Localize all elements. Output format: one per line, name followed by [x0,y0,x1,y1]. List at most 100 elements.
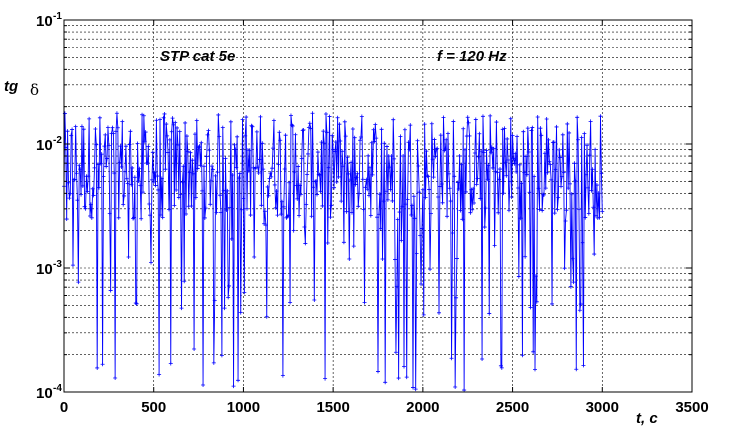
data-point [534,299,539,304]
data-point [310,111,315,116]
data-point [496,210,501,215]
data-point [251,165,256,170]
data-point [73,124,78,129]
data-point [231,384,236,389]
data-point [313,179,318,184]
data-point [244,115,249,120]
data-point [418,233,423,238]
data-point [127,142,132,147]
data-point [306,125,311,130]
data-point [360,177,365,182]
data-point [276,162,281,167]
data-point [227,205,232,210]
data-point [118,144,123,149]
data-point [113,376,118,381]
data-point [437,310,442,315]
data-point [218,193,223,198]
data-point [82,204,87,209]
data-point [149,177,154,182]
data-point [96,162,101,167]
data-point [212,298,217,303]
data-point [288,300,293,305]
data-point [367,165,372,170]
data-point [443,147,448,152]
data-point [100,362,105,367]
data-point [180,180,185,185]
data-point [273,205,278,210]
data-point [492,243,497,248]
data-point [147,202,152,207]
data-point [319,140,324,145]
data-point [390,198,395,203]
data-point [401,154,406,159]
data-point [184,134,189,139]
data-point [369,140,374,145]
data-point [167,137,172,142]
data-point [116,215,121,220]
data-point [257,157,262,162]
data-point [593,147,598,152]
data-point [571,280,576,285]
data-point [419,281,424,286]
data-point [454,295,459,300]
data-point [596,191,601,196]
data-point [112,171,117,176]
data-point [299,156,304,161]
data-point [164,122,169,127]
data-point [201,164,206,169]
data-point [508,116,513,121]
data-point [523,254,528,259]
data-point [297,213,302,218]
data-point [79,192,84,197]
data-point [154,118,159,123]
data-point [495,170,500,175]
x-tick-label: 1000 [227,399,260,416]
data-point [569,191,574,196]
data-point [158,213,163,218]
data-point [480,356,485,361]
data-point [412,216,417,221]
data-point [227,283,232,288]
data-point [582,131,587,136]
data-point [72,177,77,182]
data-point [265,184,270,189]
data-point [98,161,103,166]
data-point [68,191,73,196]
data-point [171,122,176,127]
data-point [465,115,470,120]
data-point [223,156,228,161]
data-point [535,114,540,119]
data-point [481,150,486,155]
data-point [574,367,579,372]
data-point [484,148,489,153]
data-point [178,192,183,197]
data-point [102,144,107,149]
data-point [79,124,84,129]
y-tick-base: 10 [36,261,53,278]
data-point [482,225,487,230]
data-point [576,137,581,142]
data-point [220,125,225,130]
data-point [478,196,483,201]
data-point [546,137,551,142]
data-point [110,125,115,130]
data-point [176,195,181,200]
data-point [281,204,286,209]
data-point [233,147,238,152]
data-point [591,205,596,210]
data-point [576,207,581,212]
data-point [76,280,81,285]
y-tick-exponent: -4 [53,383,62,394]
data-point [206,128,211,133]
data-point [107,211,112,216]
data-point [288,113,293,118]
data-point [529,128,534,133]
data-point [362,300,367,305]
data-point [146,144,151,149]
data-point [117,160,122,165]
data-point [255,165,260,170]
data-point [554,124,559,129]
data-point [527,190,532,195]
data-point [502,126,507,131]
data-point [297,183,302,188]
